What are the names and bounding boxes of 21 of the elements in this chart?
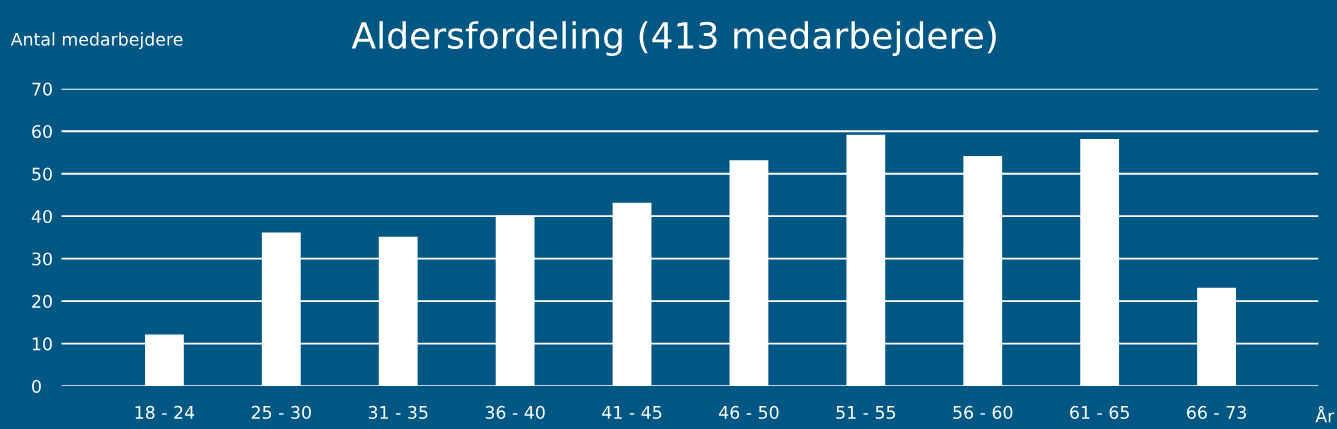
y-axis-title: Antal medarbejdere (10, 32, 183, 50)
x-tick-label: 51 - 55 (836, 406, 896, 419)
x-tick-label: 61 - 65 (1070, 405, 1129, 419)
x-tick-label: 46 - 50 (719, 405, 779, 419)
x-tick-label: 25 - 30 (251, 405, 311, 419)
x-tick-label: 41 - 45 (602, 406, 662, 419)
y-tick-label: 0 (32, 379, 41, 393)
x-tick-label: 31 - 35 (368, 405, 428, 419)
y-tick-label: 50 (32, 167, 52, 181)
y-tick-label: 10 (32, 337, 52, 351)
y-tick-label: 30 (32, 252, 52, 266)
chart-title: Aldersfordeling (413 medarbejdere) (351, 21, 996, 57)
x-tick-label: 36 - 40 (485, 405, 545, 419)
y-tick-label: 20 (32, 294, 52, 308)
x-axis-title: År (1315, 406, 1335, 423)
y-tick-label: 70 (32, 82, 52, 96)
x-tick-label: 56 - 60 (953, 405, 1013, 419)
y-tick-label: 40 (31, 209, 52, 224)
y-tick-label: 60 (32, 124, 52, 139)
x-tick-label: 66 - 73 (1187, 405, 1246, 419)
x-tick-label: 18 - 24 (135, 405, 195, 419)
